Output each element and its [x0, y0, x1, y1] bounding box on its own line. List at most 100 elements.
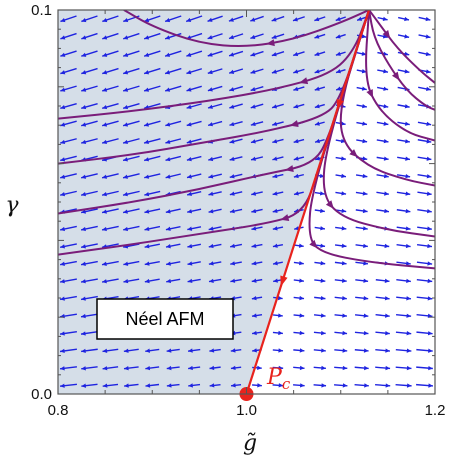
- vector-arrow: [418, 51, 431, 57]
- vector-arrow: [80, 313, 98, 319]
- critical-point-label: Pc: [266, 365, 291, 393]
- vector-arrow: [416, 313, 433, 318]
- vector-arrow: [416, 243, 433, 249]
- vector-arrow: [229, 85, 243, 92]
- vector-arrow: [102, 348, 119, 353]
- vector-arrow: [60, 190, 77, 197]
- vector-arrow: [250, 138, 264, 144]
- vector-arrow: [396, 191, 411, 196]
- streamline-arrowhead: [391, 71, 400, 81]
- vector-arrow: [164, 85, 182, 92]
- vector-arrow: [416, 261, 433, 266]
- vector-arrow: [250, 50, 264, 57]
- vector-arrow: [396, 296, 412, 301]
- vector-arrow: [59, 260, 77, 266]
- vector-arrow: [124, 383, 139, 388]
- vector-arrow: [101, 260, 119, 266]
- x-axis-label: g̃: [243, 431, 257, 456]
- vector-arrow: [207, 120, 223, 127]
- streamline-arrowhead: [284, 165, 294, 172]
- vector-arrow: [228, 68, 244, 74]
- vector-arrow: [143, 50, 161, 57]
- vector-arrow: [355, 261, 369, 266]
- vector-arrow: [355, 208, 368, 214]
- vector-arrow: [314, 295, 326, 301]
- vector-arrow: [186, 173, 202, 179]
- vector-arrow: [355, 173, 368, 179]
- vector-arrow: [207, 15, 223, 22]
- vector-arrow: [293, 156, 305, 161]
- vector-arrow: [375, 243, 390, 249]
- vector-arrow: [166, 278, 181, 284]
- streamline-arrowhead: [366, 89, 374, 99]
- vector-arrow: [395, 348, 412, 353]
- vector-arrow: [354, 313, 369, 318]
- vector-arrow: [80, 190, 98, 197]
- streamline-arrowhead: [289, 120, 299, 127]
- vector-arrow: [397, 69, 410, 74]
- vector-arrow: [293, 260, 304, 266]
- vector-arrow: [229, 191, 243, 196]
- vector-arrow: [397, 139, 410, 144]
- streamline-arrowhead: [349, 149, 358, 158]
- vector-arrow: [272, 173, 284, 179]
- vector-arrow: [102, 67, 119, 75]
- vector-arrow: [59, 278, 77, 284]
- vector-arrow: [209, 383, 221, 388]
- vector-arrow: [143, 15, 161, 23]
- vector-arrow: [209, 348, 221, 353]
- vector-arrow: [102, 50, 119, 57]
- vector-arrow: [395, 313, 412, 318]
- vector-arrow: [355, 243, 368, 249]
- vector-arrow: [166, 383, 180, 388]
- vector-arrow: [165, 243, 181, 249]
- vector-arrow: [417, 208, 432, 214]
- vector-arrow: [356, 138, 368, 144]
- vector-arrow: [228, 50, 244, 57]
- vector-arrow: [314, 278, 326, 283]
- vector-arrow: [335, 33, 346, 39]
- vector-arrow: [123, 348, 139, 353]
- separatrix-arrowhead: [280, 275, 288, 287]
- vector-arrow: [185, 15, 203, 23]
- vector-arrow: [272, 383, 284, 388]
- vector-arrow: [272, 226, 284, 231]
- vector-arrow: [60, 138, 77, 145]
- vector-arrow: [252, 383, 262, 388]
- neel-afm-region-layer: [58, 10, 370, 394]
- vector-arrow: [122, 50, 140, 57]
- vector-arrow: [80, 225, 98, 232]
- vector-arrow: [376, 191, 389, 196]
- y-axis-label: γ: [5, 193, 19, 218]
- vector-arrow: [166, 348, 180, 353]
- vector-arrow: [417, 226, 432, 231]
- plot-frame: 0.8 1.0 1.2 0.0 0.1: [31, 2, 445, 419]
- vector-arrow: [314, 51, 326, 57]
- streamline-arrowhead: [382, 30, 391, 39]
- vector-arrow: [314, 121, 325, 126]
- vector-arrow: [293, 138, 305, 144]
- vector-arrow: [314, 261, 326, 266]
- vector-arrow: [354, 365, 369, 371]
- vector-arrow: [377, 16, 388, 21]
- vector-arrow: [165, 173, 181, 179]
- vector-arrow: [251, 313, 263, 318]
- vector-arrow: [251, 226, 263, 231]
- vector-arrow: [251, 295, 263, 301]
- vector-arrow: [314, 16, 326, 22]
- vector-arrow: [187, 261, 201, 266]
- vector-arrow: [101, 103, 119, 110]
- vector-arrow: [102, 32, 119, 40]
- vector-arrow: [164, 67, 182, 75]
- streamline-arrowhead: [299, 77, 309, 85]
- vector-arrow: [102, 15, 119, 23]
- vector-arrow: [293, 68, 305, 74]
- vector-arrow: [416, 365, 433, 371]
- vector-arrow: [59, 348, 77, 354]
- vector-arrow: [208, 278, 222, 283]
- vector-arrow: [335, 156, 346, 161]
- vector-arrow: [293, 86, 305, 91]
- vector-arrow: [80, 243, 98, 249]
- vector-arrow: [293, 365, 305, 371]
- vector-arrow: [122, 190, 140, 197]
